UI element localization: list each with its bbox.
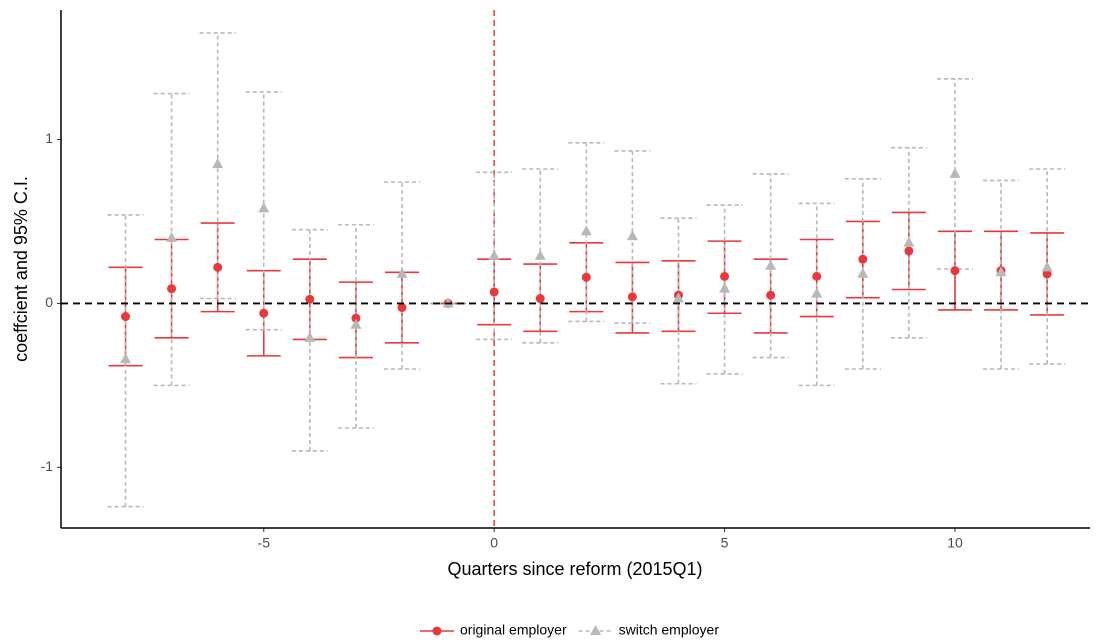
point <box>720 271 730 281</box>
point <box>213 262 223 272</box>
point <box>1041 261 1053 272</box>
legend-marker <box>590 625 602 635</box>
point <box>397 303 407 313</box>
y-tick-label: 0 <box>45 294 53 310</box>
y-tick-label: 1 <box>45 130 53 146</box>
point <box>949 167 961 178</box>
point <box>766 290 776 300</box>
point <box>627 292 637 302</box>
point <box>672 292 684 303</box>
x-tick-label: 10 <box>947 535 963 551</box>
point <box>904 246 914 256</box>
point <box>535 294 545 304</box>
point <box>581 272 591 282</box>
point <box>903 236 915 247</box>
point <box>258 202 270 213</box>
point <box>488 249 500 260</box>
point <box>304 331 316 342</box>
point <box>489 287 499 297</box>
point <box>534 249 546 260</box>
point <box>212 158 224 169</box>
x-axis-label: Quarters since reform (2015Q1) <box>447 559 702 579</box>
point <box>950 266 960 276</box>
legend-marker <box>432 626 442 636</box>
point <box>995 266 1007 277</box>
point <box>351 313 361 323</box>
point <box>121 312 131 322</box>
legend-label: original employer <box>460 622 567 638</box>
point <box>259 308 269 318</box>
point <box>305 294 315 304</box>
point <box>626 230 638 241</box>
point <box>857 267 869 278</box>
point <box>350 318 362 329</box>
x-tick-label: 0 <box>490 535 498 551</box>
point <box>812 271 822 281</box>
point <box>166 231 178 242</box>
point <box>396 267 408 278</box>
point <box>811 287 823 298</box>
point <box>442 297 454 308</box>
point <box>167 284 177 294</box>
point <box>765 259 777 270</box>
point <box>719 282 731 293</box>
legend-label: switch employer <box>619 622 720 638</box>
y-tick-label: -1 <box>41 458 54 474</box>
point <box>120 353 132 364</box>
x-tick-label: 5 <box>721 535 729 551</box>
y-axis-label: coeffcient and 95% C.I. <box>11 176 31 362</box>
x-tick-label: -5 <box>258 535 271 551</box>
point <box>1042 269 1052 279</box>
point <box>858 254 868 264</box>
point <box>580 225 592 236</box>
